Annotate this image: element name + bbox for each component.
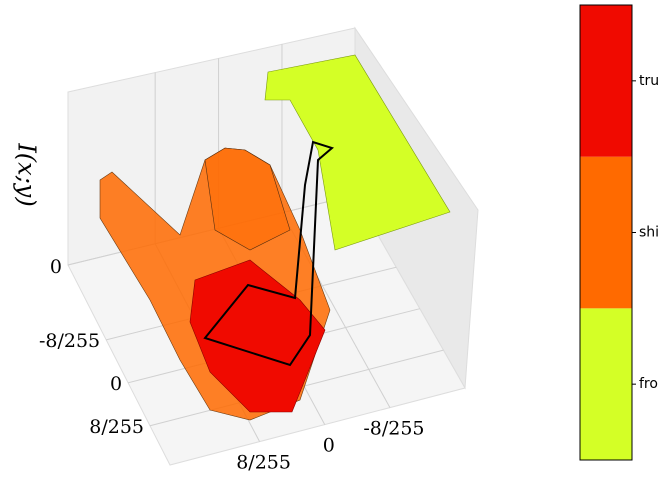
z-tick-label: 0 — [50, 256, 62, 278]
y-tick-label: 0 — [110, 373, 122, 395]
colorbar-segment — [580, 308, 632, 460]
surface-region — [204, 147, 291, 251]
z-axis-label: I(x;y) — [13, 142, 41, 206]
x-tick-label: 0 — [323, 435, 335, 457]
y-tick-label: -8/255 — [39, 330, 100, 352]
surface-region — [264, 54, 451, 251]
colorbar-label: frog — [639, 376, 658, 392]
colorbar-segment — [580, 5, 632, 157]
y-tick-label: 8/255 — [89, 416, 144, 438]
trajectory — [203, 140, 335, 367]
x-tick-label: -8/255 — [363, 418, 424, 440]
surface — [99, 54, 451, 421]
x-tick-label: 8/255 — [236, 452, 291, 474]
colorbar-label: ship — [639, 225, 658, 241]
colorbar-segment — [580, 156, 632, 309]
colorbar-label: truck — [639, 73, 658, 89]
